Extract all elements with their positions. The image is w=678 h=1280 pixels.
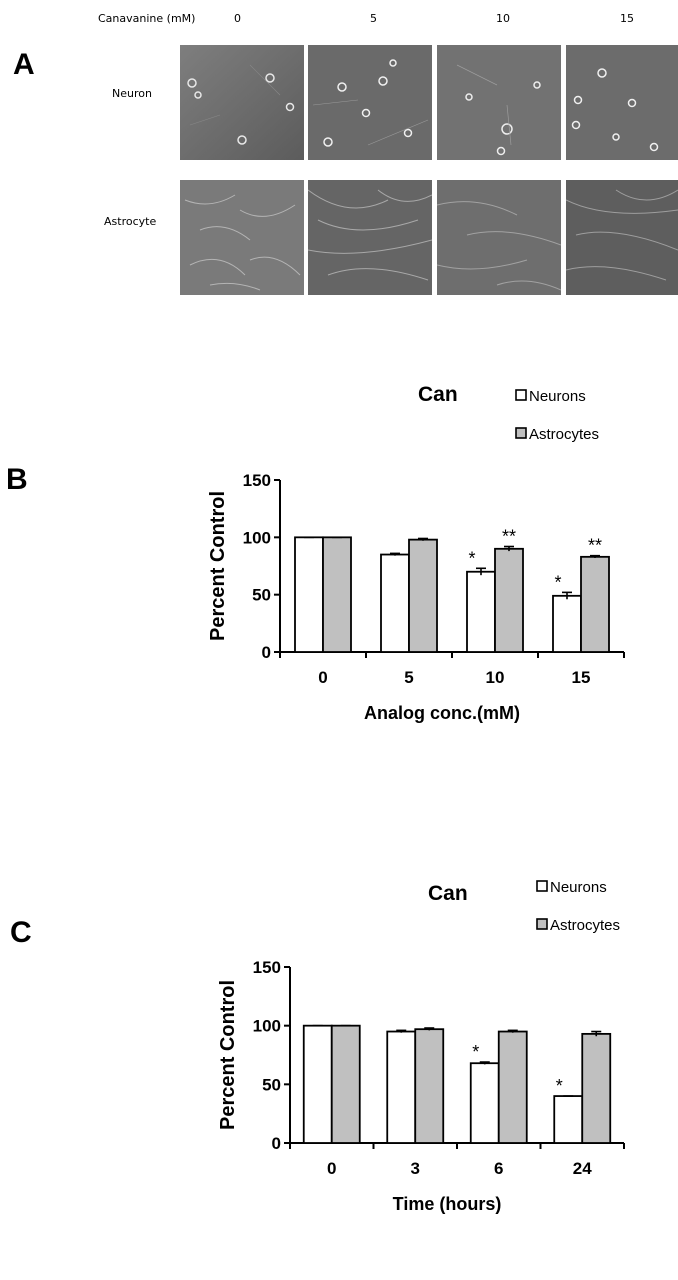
chart-b-x-tick-label: 5 <box>404 668 413 687</box>
chart-b-bar-astrocytes-5 <box>408 538 438 653</box>
row-label-neuron: Neuron <box>112 87 152 100</box>
concentration-header-label: Canavanine (mM) <box>98 12 196 25</box>
chart-b-y-axis-label: Percent Control <box>207 491 229 641</box>
chart-c-x-axis-label: Time (hours) <box>393 1194 502 1214</box>
chart-b-bar-neurons-15 <box>552 594 582 653</box>
concentration-label-5: 5 <box>370 12 377 25</box>
chart-b-significance-marker: * <box>468 548 475 568</box>
panel-a-letter: A <box>13 48 35 81</box>
chart-c-bar-astrocytes-24 <box>581 1032 612 1144</box>
chart-c-y-tick-label: 50 <box>262 1075 281 1094</box>
neuron-micrograph-0mM <box>180 45 304 160</box>
chart-b-bar-astrocytes-0 <box>322 536 352 653</box>
chart-c-title: Can <box>428 882 468 905</box>
chart-c-y-tick-label: 0 <box>272 1134 281 1153</box>
chart-b-legend-swatch-neurons <box>515 389 527 401</box>
chart-c-y-tick-label: 100 <box>253 1017 281 1036</box>
chart-b-x-axis-label: Analog conc.(mM) <box>364 703 520 723</box>
chart-b-title: Can <box>418 383 458 406</box>
chart-c-legend-label-astrocytes: Astrocytes <box>550 917 620 934</box>
chart-b-bar-neurons-0 <box>294 536 324 653</box>
figure: A Canavanine (mM) 0 5 10 15 Neuron Astro… <box>6 12 678 1214</box>
concentration-label-10: 10 <box>496 12 510 25</box>
chart-c-significance-marker: * <box>556 1076 563 1096</box>
astrocyte-micrograph-15mM <box>566 180 678 295</box>
chart-b-x-tick-label: 10 <box>486 668 505 687</box>
chart-b-legend-label-neurons: Neurons <box>529 388 586 405</box>
chart-c-x-tick-label: 24 <box>573 1159 592 1178</box>
astrocyte-micrograph-5mM <box>308 180 432 295</box>
chart-c-viability-by-time: Can Neurons Astrocytes 0 50 100 150 Percent Con… <box>217 879 625 1214</box>
chart-b-x-tick-label: 15 <box>572 668 591 687</box>
neuron-micrograph-5mM <box>308 45 432 160</box>
chart-c-legend-swatch-astrocytes <box>536 918 548 930</box>
chart-b-bar-astrocytes-10 <box>494 547 524 653</box>
chart-c-bar-neurons-3 <box>386 1030 417 1144</box>
neuron-micrograph-10mM <box>437 45 561 160</box>
chart-b-x-tick-label: 0 <box>318 668 327 687</box>
chart-c-x-tick-label: 6 <box>494 1159 503 1178</box>
astrocyte-micrograph-0mM <box>180 180 304 295</box>
chart-c-x-tick-label: 0 <box>327 1159 336 1178</box>
chart-c-legend-swatch-neurons <box>536 880 548 892</box>
chart-c-bar-astrocytes-3 <box>414 1028 445 1144</box>
chart-b-bar-neurons-5 <box>380 553 410 653</box>
panel-b-letter: B <box>6 463 28 496</box>
chart-b-significance-marker: ** <box>588 536 602 556</box>
chart-c-bar-neurons-24 <box>553 1095 584 1144</box>
chart-b-legend-swatch-astrocytes <box>515 427 527 439</box>
chart-b-significance-marker: ** <box>502 527 516 547</box>
concentration-label-0: 0 <box>234 12 241 25</box>
chart-b-bar-neurons-10 <box>466 570 496 653</box>
chart-c-bar-neurons-0 <box>302 1024 333 1144</box>
neuron-micrograph-15mM <box>566 45 678 160</box>
chart-b-y-tick-label: 100 <box>243 528 271 547</box>
chart-c-bar-astrocytes-6 <box>497 1030 528 1144</box>
chart-b-y-tick-label: 50 <box>252 586 271 605</box>
chart-c-legend-label-neurons: Neurons <box>550 879 607 896</box>
chart-c-bar-neurons-6 <box>469 1062 500 1144</box>
panel-c-letter: C <box>10 916 32 949</box>
chart-b-significance-marker: * <box>554 572 561 592</box>
row-label-astrocyte: Astrocyte <box>104 215 157 228</box>
concentration-label-15: 15 <box>620 12 634 25</box>
chart-b-legend-label-astrocytes: Astrocytes <box>529 426 599 443</box>
chart-c-y-tick-label: 150 <box>253 958 281 977</box>
astrocyte-micrograph-10mM <box>437 180 561 295</box>
chart-c-y-axis-label: Percent Control <box>217 980 239 1130</box>
chart-c-bar-astrocytes-0 <box>330 1024 361 1144</box>
chart-b-bar-astrocytes-15 <box>580 555 610 653</box>
chart-b-y-tick-label: 150 <box>243 471 271 490</box>
chart-c-x-tick-label: 3 <box>411 1159 420 1178</box>
chart-b-y-tick-label: 0 <box>262 643 271 662</box>
chart-c-significance-marker: * <box>472 1042 479 1062</box>
